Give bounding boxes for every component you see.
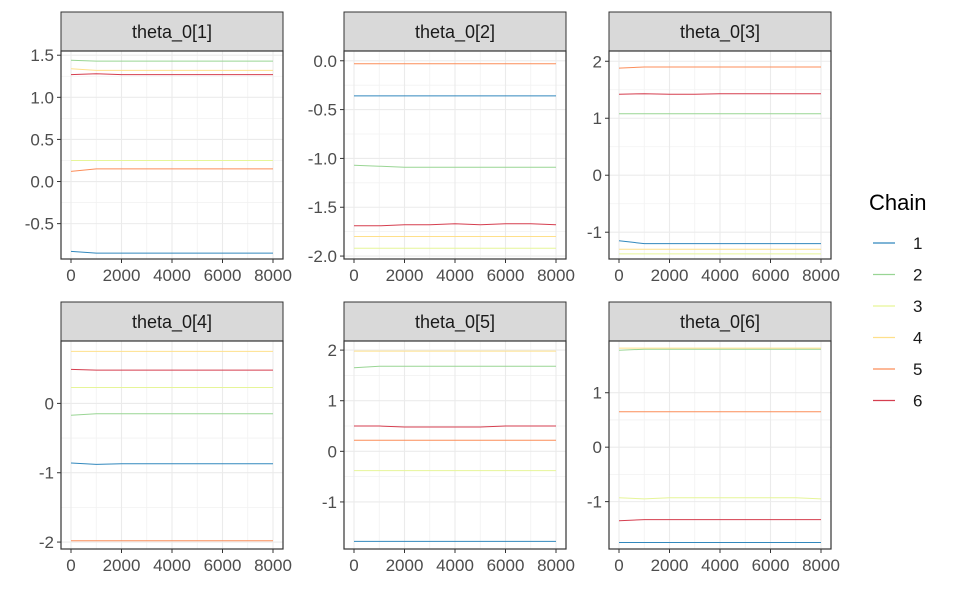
- chain-5-trace: [618, 66, 821, 69]
- y-tick-label: 2: [593, 52, 602, 71]
- panel-strip: [60, 11, 284, 52]
- chain-1-trace: [70, 250, 273, 254]
- chain-2-trace: [70, 59, 273, 62]
- x-tick-label: 6000: [487, 556, 525, 575]
- x-tick-label: 0: [349, 266, 358, 285]
- x-tick-label: 2000: [386, 266, 424, 285]
- y-tick-label: 1: [328, 392, 337, 411]
- y-tick-label: -1: [39, 464, 54, 483]
- panel-strip: [343, 301, 567, 342]
- chain-3-trace: [618, 497, 822, 500]
- y-tick-label: 0: [593, 438, 602, 457]
- x-tick-label: 6000: [204, 266, 242, 285]
- panel-strip: [608, 11, 832, 52]
- panel-title: theta_0[3]: [680, 22, 760, 43]
- y-tick-label: -2: [39, 533, 54, 552]
- y-tick-label: -1.0: [308, 149, 337, 168]
- x-tick-label: 8000: [802, 556, 840, 575]
- y-tick-label: 1: [593, 384, 602, 403]
- panel-4: theta_0[4] 0 2000 4000 6000 8000 -2 -1 0: [39, 301, 292, 575]
- x-tick-label: 8000: [802, 266, 840, 285]
- x-tick-label: 4000: [153, 266, 191, 285]
- chain-1-trace: [618, 240, 821, 245]
- y-tick-label: -1: [322, 493, 337, 512]
- x-tick-label: 4000: [701, 556, 739, 575]
- x-tick-label: 8000: [537, 266, 575, 285]
- panel-6: theta_0[6] 0 2000 4000 6000 8000 -1 0 1: [587, 301, 840, 575]
- x-tick-label: 6000: [752, 266, 790, 285]
- y-tick-label: -0.5: [308, 101, 337, 120]
- panel-title: theta_0[2]: [415, 22, 495, 43]
- chain-2-trace: [70, 413, 273, 416]
- x-tick-label: 4000: [153, 556, 191, 575]
- x-tick-label: 2000: [103, 266, 141, 285]
- y-tick-label: -1.5: [308, 198, 337, 217]
- chain-6-trace: [70, 368, 273, 371]
- y-tick-label: 0: [45, 394, 54, 413]
- legend-label-chain-5: 5: [913, 360, 922, 379]
- x-tick-label: 2000: [386, 556, 424, 575]
- chain-2-trace: [618, 348, 821, 351]
- legend: Chain 1 2 3 4 5 6: [869, 190, 926, 411]
- chain-6-trace: [618, 519, 821, 522]
- y-tick-label: 0.0: [30, 173, 54, 192]
- panel-strip: [608, 301, 832, 342]
- chain-4-trace: [70, 68, 273, 71]
- chain-1-trace: [70, 462, 273, 465]
- legend-label-chain-4: 4: [913, 329, 922, 348]
- x-tick-label: 2000: [651, 556, 689, 575]
- chain-6-trace: [70, 73, 273, 76]
- panel-2: theta_0[2] 0 2000 4000 6000 8000 -2.0 -1.5 -1.0 -…: [308, 11, 575, 285]
- y-tick-label: 0.5: [30, 130, 54, 149]
- y-tick-label: -0.5: [25, 215, 54, 234]
- y-tick-label: 2: [328, 341, 337, 360]
- x-tick-label: 4000: [436, 266, 474, 285]
- panel-3: theta_0[3] 0 2000 4000 6000 8000 -1 0 1 2: [587, 11, 840, 285]
- y-tick-label: -2.0: [308, 247, 337, 266]
- panel-title: theta_0[6]: [680, 312, 760, 333]
- panel-title: theta_0[1]: [132, 22, 212, 43]
- x-tick-label: 2000: [651, 266, 689, 285]
- legend-label-chain-1: 1: [913, 234, 922, 253]
- y-tick-label: 0.0: [313, 52, 337, 71]
- x-tick-label: 6000: [487, 266, 525, 285]
- y-tick-label: 1.5: [30, 46, 54, 65]
- x-tick-label: 0: [614, 556, 623, 575]
- y-tick-label: 1: [593, 109, 602, 128]
- chain-2-trace: [353, 365, 556, 369]
- x-tick-label: 6000: [752, 556, 790, 575]
- legend-title: Chain: [869, 190, 926, 215]
- y-tick-label: 1.0: [30, 88, 54, 107]
- y-tick-label: -1: [587, 493, 602, 512]
- chain-6-trace: [354, 223, 557, 227]
- y-tick-label: 0: [593, 166, 602, 185]
- x-tick-label: 0: [349, 556, 358, 575]
- chain-6-trace: [618, 93, 821, 95]
- panel-1: theta_0[1] 0 2000 4000 6000 8000 -0.5 0.0 0.5 1.0…: [25, 11, 292, 285]
- x-tick-label: 0: [614, 266, 623, 285]
- legend-label-chain-3: 3: [913, 297, 922, 316]
- panel-title: theta_0[4]: [132, 312, 212, 333]
- panel-title: theta_0[5]: [415, 312, 495, 333]
- legend-label-chain-6: 6: [913, 392, 922, 411]
- chain-5-trace: [70, 168, 273, 172]
- y-tick-label: -1: [587, 223, 602, 242]
- x-tick-label: 8000: [254, 266, 292, 285]
- y-tick-label: 0: [328, 442, 337, 461]
- x-tick-label: 4000: [436, 556, 474, 575]
- x-tick-label: 4000: [701, 266, 739, 285]
- x-tick-label: 2000: [103, 556, 141, 575]
- chain-2-trace: [353, 164, 556, 168]
- x-tick-label: 8000: [254, 556, 292, 575]
- chain-6-trace: [354, 425, 556, 428]
- panel-5: theta_0[5] 0 2000 4000 6000 8000 -1 0 1 2: [322, 301, 575, 575]
- x-tick-label: 0: [66, 556, 75, 575]
- x-tick-label: 0: [66, 266, 75, 285]
- x-tick-label: 6000: [204, 556, 242, 575]
- x-tick-label: 8000: [537, 556, 575, 575]
- legend-label-chain-2: 2: [913, 266, 922, 285]
